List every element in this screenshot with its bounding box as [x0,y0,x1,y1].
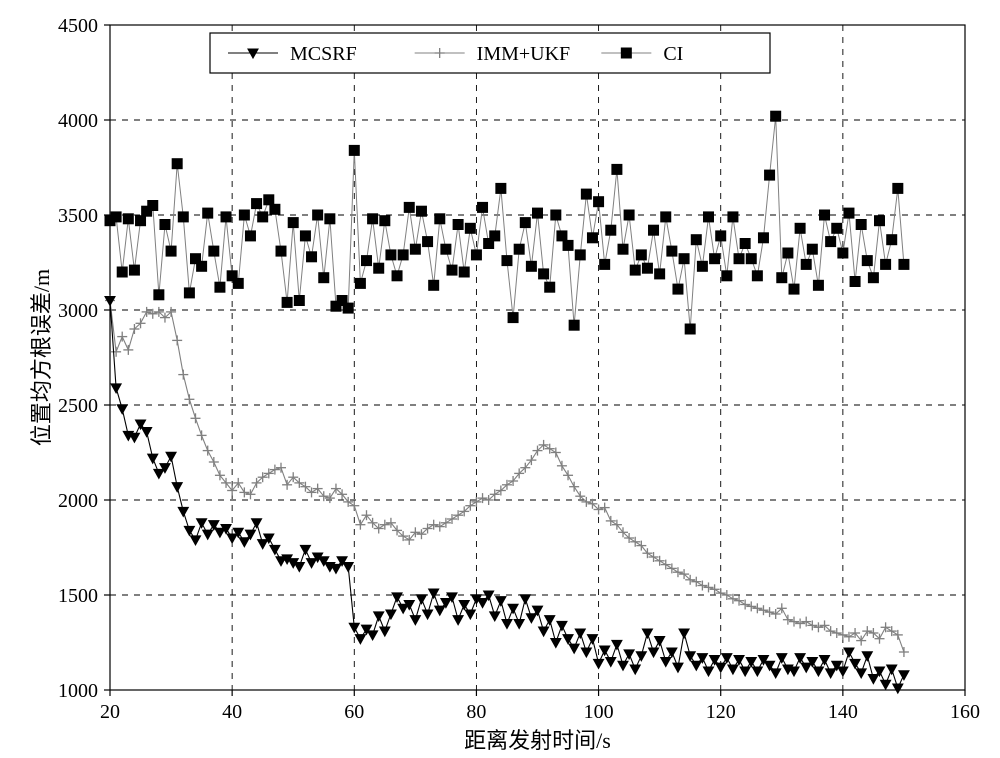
xtick-label: 40 [222,701,242,723]
legend: MCSRF IMM+UKF CI [210,33,770,73]
chart-container: 20 40 60 80 100 120 140 160 1000 1500 2000 2500 3000… [0,0,1000,758]
ytick-label: 4000 [58,110,98,132]
ytick-label: 1500 [58,585,98,607]
xtick-label: 160 [950,701,980,723]
chart-svg: 20 40 60 80 100 120 140 160 1000 1500 2000 2500 3000… [0,0,1000,758]
xtick-label: 120 [706,701,736,723]
ytick-label: 2500 [58,395,98,417]
ytick-label: 4500 [58,15,98,37]
xtick-label: 20 [100,701,120,723]
ytick-label: 3500 [58,205,98,227]
xtick-label: 140 [828,701,858,723]
ytick-label: 3000 [58,300,98,322]
legend-label: MCSRF [290,43,357,65]
xtick-label: 60 [344,701,364,723]
chart-bg [0,0,1000,758]
ylabel: 位置均方根误差/m [29,269,54,446]
xtick-label: 80 [466,701,486,723]
xtick-label: 100 [584,701,614,723]
ytick-label: 2000 [58,490,98,512]
legend-label: CI [663,43,683,65]
ytick-label: 1000 [58,680,98,702]
xlabel: 距离发射时间/s [464,728,611,753]
legend-label: IMM+UKF [477,43,571,65]
